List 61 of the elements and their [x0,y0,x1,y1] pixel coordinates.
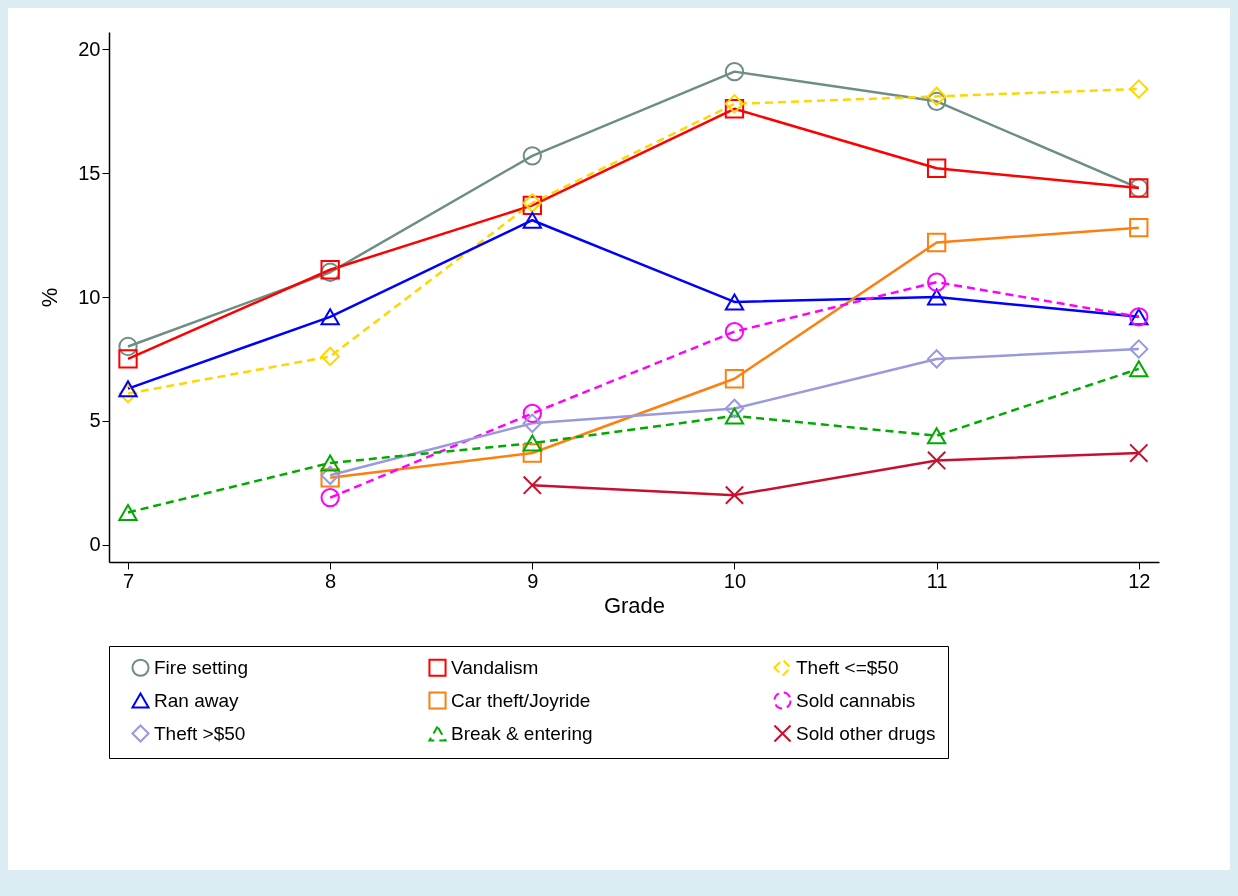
point [926,288,947,306]
point [724,99,745,119]
point [724,322,745,342]
x-tick-label: 7 [122,569,135,592]
point [1129,79,1149,99]
legend-label: Theft <=$50 [796,656,899,678]
point [1129,443,1149,463]
point [1129,339,1149,359]
point [522,475,542,495]
point [118,336,138,357]
point [724,398,745,419]
point [724,94,745,114]
point [926,158,947,178]
point [926,232,947,253]
y-tick-label: 15 [78,161,101,184]
x-tick-label: 11 [926,569,948,592]
y-tick-label: 5 [89,409,101,432]
point [1129,360,1149,378]
x-tick-label: 10 [723,569,747,592]
point [522,403,542,424]
legend-label: Ran away [154,689,239,711]
legend-label: Car theft/Joyride [451,689,591,711]
point [724,61,745,82]
legend-label: Fire setting [154,656,248,678]
point [522,443,542,463]
point [926,91,947,111]
x-tick-label: 9 [527,569,539,592]
point [118,383,138,404]
point [724,293,745,311]
point [926,349,947,369]
y-tick-label: 10 [78,285,101,308]
y-tick-label: 0 [89,533,101,556]
legend-label: Theft >$50 [154,722,246,744]
point [926,272,947,292]
y-tick-label: 20 [78,37,101,60]
point [724,369,745,389]
legend-label: Sold other drugs [796,722,936,744]
point [926,86,947,107]
point [724,407,745,425]
point [522,434,542,452]
point [522,211,542,229]
point [118,349,138,369]
point [522,413,542,433]
x-tick-label: 12 [1128,569,1151,592]
x-axis-title: Grade [603,592,666,618]
point [926,450,947,471]
point [320,308,340,326]
point [1129,217,1149,238]
legend-label: Vandalism [451,656,539,678]
point [522,146,542,166]
point [320,487,340,508]
x-tick-label: 8 [325,569,337,592]
point [320,346,340,367]
point [118,380,138,398]
y-axis-title: % [37,287,63,308]
point [724,485,745,505]
point [320,454,340,472]
point [118,503,138,521]
legend-label: Break & entering [451,722,593,744]
point [926,427,947,445]
legend-label: Sold cannabis [796,689,916,711]
